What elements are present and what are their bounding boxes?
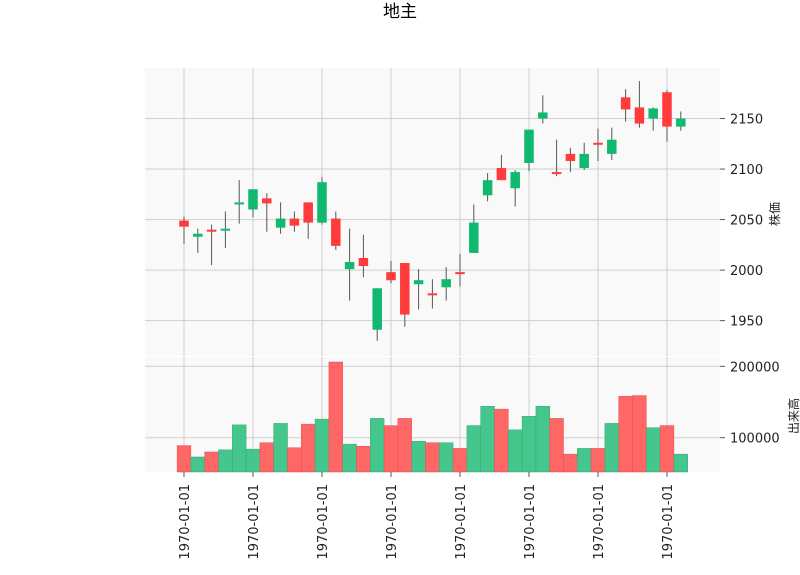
volume-bar-down <box>508 429 523 473</box>
volume-bar-down <box>342 443 357 473</box>
volume-bar-up <box>397 418 412 473</box>
x-tick-label: 1970-01-01 <box>316 484 331 560</box>
volume-bar-up <box>259 442 274 473</box>
x-tick-label: 1970-01-01 <box>523 484 538 560</box>
candle-body-up <box>206 229 217 232</box>
x-tick-label: 1970-01-01 <box>592 484 607 560</box>
candle-body-down <box>469 222 479 253</box>
volume-bar-down <box>577 448 592 473</box>
volume-bar-down <box>218 449 233 473</box>
candle-body-down <box>510 172 520 189</box>
candle-body-up <box>455 272 465 275</box>
candle-body-up <box>634 107 645 124</box>
candle-body-down <box>441 279 451 288</box>
candle-body-up <box>289 218 300 226</box>
candle-body-up <box>496 168 507 181</box>
candle-body-down <box>344 262 355 270</box>
candle-body-up <box>400 263 410 315</box>
volume-bar-up <box>494 408 509 473</box>
candle-body-down <box>579 153 589 169</box>
volume-bar-up <box>176 445 192 473</box>
volume-bar-down <box>604 423 619 473</box>
candle-body-up <box>551 172 562 175</box>
volume-bar-down <box>646 427 661 473</box>
volume-bar-down <box>245 448 261 473</box>
volume-bar-up <box>356 446 371 473</box>
volume-bar-down <box>411 441 426 473</box>
x-tick-label: 1970-01-01 <box>178 484 193 560</box>
candle-body-down <box>482 180 493 196</box>
volume-bar-up <box>425 442 440 473</box>
x-tick-label: 1970-01-01 <box>454 484 469 560</box>
x-axis: 1970-01-01 1970-01-01 1970-01-01 1970-01-01… <box>178 472 676 560</box>
candle-body-up <box>303 202 313 223</box>
volume-bar-down <box>439 442 454 473</box>
candle-body-down <box>317 182 327 223</box>
volume-bar-down <box>466 425 481 473</box>
candle-body-down <box>524 129 534 163</box>
price-tick-label: 2000 <box>730 264 763 279</box>
volume-bar-down <box>480 406 495 473</box>
candle-body-down <box>275 218 286 228</box>
x-tick-label: 1970-01-01 <box>385 484 400 560</box>
candle-body-up <box>427 293 438 296</box>
candle-body-down <box>234 202 244 205</box>
candle-body-up <box>358 257 369 267</box>
volume-bar-down <box>273 423 288 473</box>
volume-bar-down <box>521 416 537 473</box>
volume-axis-label: 出来高 <box>786 398 800 434</box>
chart-title: 地主 <box>383 2 417 22</box>
x-tick-label: 1970-01-01 <box>247 484 262 560</box>
candle-body-down <box>676 118 686 127</box>
candle-body-up <box>179 220 189 227</box>
price-panel: 1950 2000 2050 2100 2150 <box>145 68 763 356</box>
volume-bar-up <box>632 395 647 473</box>
candle-body-down <box>607 139 617 154</box>
volume-bar-up <box>287 447 302 473</box>
price-axis-label: 株価 <box>767 202 782 226</box>
candle-body-down <box>372 288 382 330</box>
volume-bar-up <box>328 361 343 473</box>
candle-body-down <box>193 233 203 237</box>
candle-body-up <box>386 272 396 281</box>
volume-bar-up <box>383 425 399 473</box>
candle-body-up <box>593 142 603 145</box>
volume-bar-down <box>190 456 205 473</box>
volume-bar-up <box>549 418 564 473</box>
candle-body-down <box>538 112 548 119</box>
candle-body-up <box>620 97 631 110</box>
candle-body-down <box>413 280 424 285</box>
volume-bar-down <box>535 406 550 473</box>
price-panel-background <box>145 68 720 356</box>
candle-body-down <box>220 228 231 231</box>
volume-bar-up <box>618 396 633 473</box>
price-tick-label: 2100 <box>730 163 763 178</box>
volume-bar-down <box>232 424 247 473</box>
price-tick-label: 2150 <box>730 113 763 128</box>
volume-bar-down <box>314 418 330 473</box>
volume-bar-down <box>673 453 688 473</box>
price-tick-label: 1950 <box>730 315 763 330</box>
volume-bar-up <box>452 448 468 473</box>
x-tick-label: 1970-01-01 <box>661 484 676 560</box>
volume-tick-label: 200000 <box>730 360 780 375</box>
volume-bar-up <box>563 453 578 473</box>
volume-bar-up <box>301 423 316 473</box>
candle-body-up <box>331 218 341 246</box>
candle-body-up <box>662 92 672 127</box>
volume-bar-down <box>370 418 385 473</box>
volume-bar-up <box>590 448 606 473</box>
candle-body-up <box>262 198 272 204</box>
volume-tick-label: 100000 <box>730 432 780 447</box>
candle-body-down <box>248 189 258 210</box>
price-tick-label: 2050 <box>730 214 763 229</box>
volume-panel: 100000 200000 <box>145 357 780 473</box>
candle-body-up <box>565 153 576 161</box>
candle-body-down <box>648 108 658 119</box>
volume-bar-up <box>204 451 219 473</box>
volume-bar-up <box>659 425 675 473</box>
